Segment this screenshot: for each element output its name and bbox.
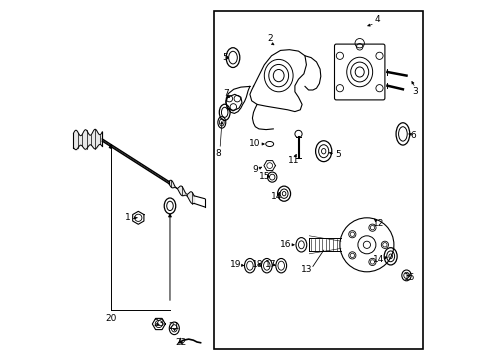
Text: 23: 23 <box>153 319 164 328</box>
Text: 19: 19 <box>229 260 241 269</box>
Bar <box>213 11 422 349</box>
Text: 15: 15 <box>404 274 415 282</box>
Text: 22: 22 <box>175 338 186 347</box>
Text: 9: 9 <box>252 165 258 174</box>
Text: 13: 13 <box>300 266 311 274</box>
Text: 5: 5 <box>222 53 228 62</box>
Text: 14: 14 <box>271 192 282 201</box>
Text: 1: 1 <box>124 213 130 222</box>
Text: 21: 21 <box>168 323 180 331</box>
Text: 8: 8 <box>215 149 221 158</box>
Text: 11: 11 <box>288 156 299 165</box>
Text: 3: 3 <box>412 87 418 96</box>
Text: 10: 10 <box>248 139 260 148</box>
Text: 6: 6 <box>409 130 415 139</box>
Text: 5: 5 <box>335 150 340 159</box>
Text: 16: 16 <box>280 240 291 249</box>
FancyBboxPatch shape <box>334 44 384 100</box>
Text: 12: 12 <box>372 219 383 228</box>
Text: 7: 7 <box>223 89 228 98</box>
Text: 17: 17 <box>264 260 276 269</box>
Text: 4: 4 <box>374 15 380 24</box>
Text: 14: 14 <box>372 255 383 264</box>
Text: 20: 20 <box>105 314 116 323</box>
Text: 18: 18 <box>251 260 263 269</box>
Text: 15: 15 <box>258 172 269 181</box>
Text: 2: 2 <box>267 34 273 43</box>
